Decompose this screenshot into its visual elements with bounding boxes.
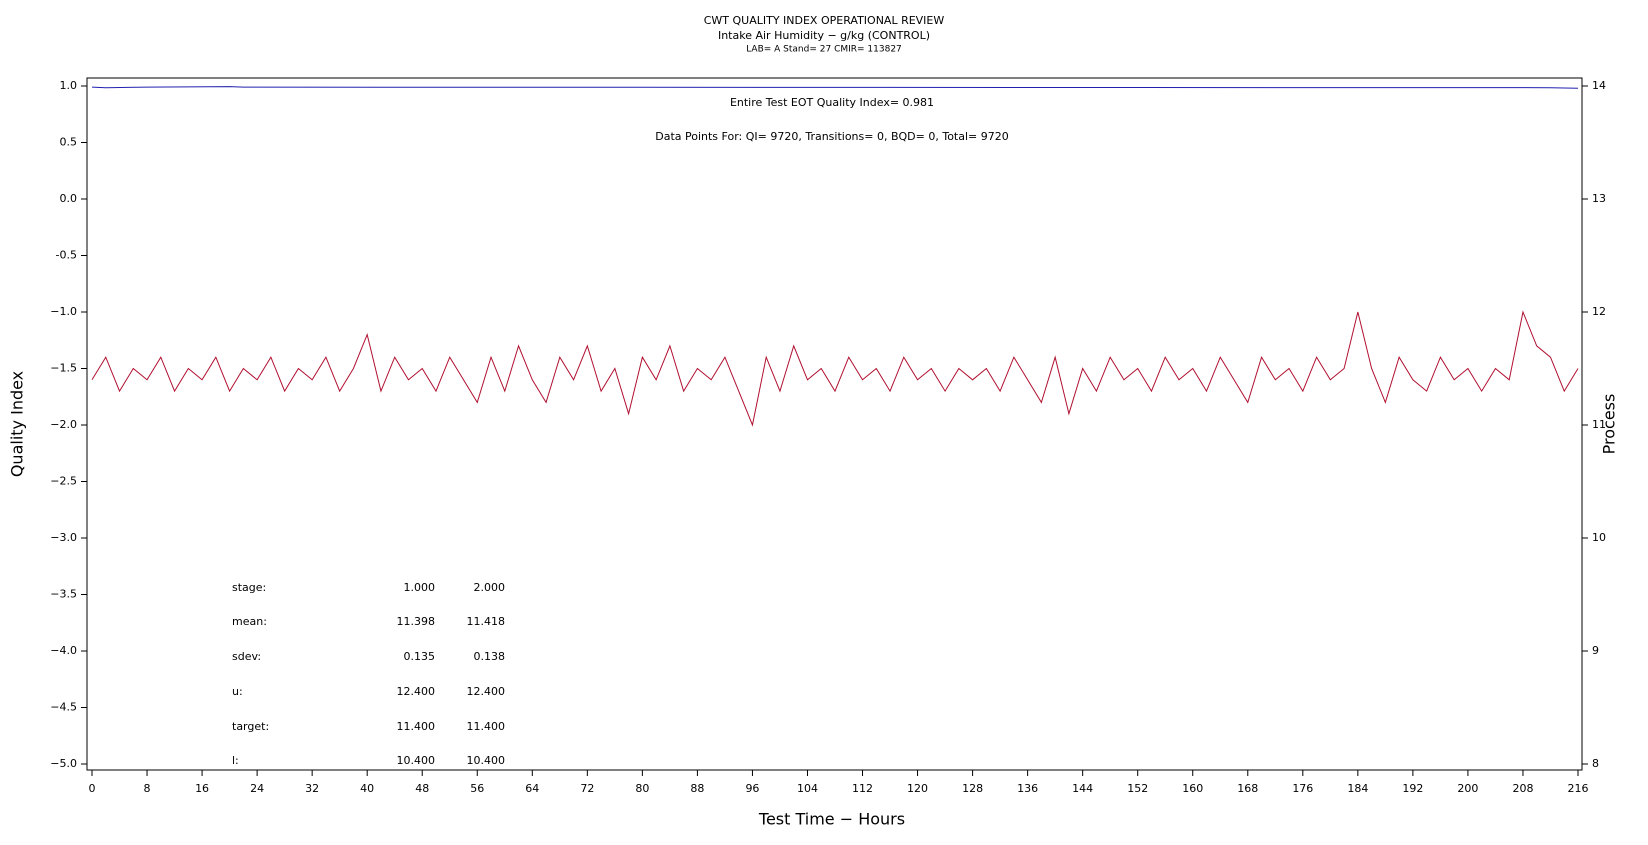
y-axis-label: Quality Index xyxy=(8,371,27,477)
series-line xyxy=(91,86,1579,89)
x-tick-label: 136 xyxy=(1017,782,1038,795)
x-tick-label: 64 xyxy=(525,782,539,795)
stats-label: mean: xyxy=(232,615,267,628)
stats-value: 11.400 xyxy=(467,720,506,733)
stats-value: 11.400 xyxy=(397,720,436,733)
y-tick-label: 0.5 xyxy=(60,136,78,149)
x-tick-label: 104 xyxy=(797,782,818,795)
y-tick-label: 0.0 xyxy=(60,192,78,205)
x-tick-label: 56 xyxy=(470,782,484,795)
y2-axis-label: Process xyxy=(1600,394,1619,455)
x-tick-label: 112 xyxy=(852,782,873,795)
x-axis-label: Test Time − Hours xyxy=(758,810,905,829)
x-tick-label: 200 xyxy=(1457,782,1478,795)
x-tick-label: 184 xyxy=(1347,782,1368,795)
stats-value: 12.400 xyxy=(467,685,506,698)
chart-subtitle: LAB= A Stand= 27 CMIR= 113827 xyxy=(746,45,902,55)
y2-tick-label: 11 xyxy=(1592,418,1606,431)
y-tick-label: −3.5 xyxy=(50,588,77,601)
x-tick-label: 0 xyxy=(89,782,96,795)
x-tick-label: 128 xyxy=(962,782,983,795)
y2-tick-label: 9 xyxy=(1592,644,1599,657)
y-tick-label: −3.0 xyxy=(50,531,77,544)
x-tick-label: 168 xyxy=(1237,782,1258,795)
y-tick-label: −4.5 xyxy=(50,701,77,714)
stats-label: stage: xyxy=(232,581,266,594)
stats-value: 12.400 xyxy=(397,685,436,698)
y2-tick-label: 14 xyxy=(1592,79,1606,92)
x-tick-label: 120 xyxy=(907,782,928,795)
y-tick-label: −2.5 xyxy=(50,475,77,488)
x-tick-label: 80 xyxy=(635,782,649,795)
y-tick-label: -0.5 xyxy=(56,249,77,262)
y-tick-label: −1.0 xyxy=(50,305,77,318)
stats-value: 0.135 xyxy=(404,650,436,663)
chart-title: CWT QUALITY INDEX OPERATIONAL REVIEW xyxy=(704,14,945,27)
x-tick-label: 152 xyxy=(1127,782,1148,795)
x-tick-label: 96 xyxy=(745,782,759,795)
x-tick-label: 208 xyxy=(1512,782,1533,795)
x-tick-label: 144 xyxy=(1072,782,1093,795)
stats-value: 10.400 xyxy=(467,754,506,767)
stats-value: 11.418 xyxy=(467,615,506,628)
series-line xyxy=(91,310,1579,427)
y-tick-label: −1.5 xyxy=(50,362,77,375)
stats-label: sdev: xyxy=(232,650,261,663)
y2-tick-label: 13 xyxy=(1592,192,1606,205)
x-tick-label: 48 xyxy=(415,782,429,795)
y2-tick-label: 10 xyxy=(1592,531,1606,544)
y-tick-label: −5.0 xyxy=(50,757,77,770)
stats-value: 1.000 xyxy=(404,581,436,594)
stats-value: 10.400 xyxy=(397,754,436,767)
x-tick-label: 24 xyxy=(250,782,264,795)
x-tick-label: 88 xyxy=(690,782,704,795)
stats-label: target: xyxy=(232,720,269,733)
annotation: Data Points For: QI= 9720, Transitions= … xyxy=(655,130,1009,143)
y-tick-label: −2.0 xyxy=(50,418,77,431)
x-tick-label: 32 xyxy=(305,782,319,795)
annotation: Entire Test EOT Quality Index= 0.981 xyxy=(730,96,934,109)
x-tick-label: 40 xyxy=(360,782,374,795)
stats-label: u: xyxy=(232,685,243,698)
y2-tick-label: 8 xyxy=(1592,757,1599,770)
stats-value: 2.000 xyxy=(474,581,506,594)
plot-frame xyxy=(86,77,1583,771)
stats-label: l: xyxy=(232,754,239,767)
x-tick-label: 160 xyxy=(1182,782,1203,795)
y-tick-label: −4.0 xyxy=(50,644,77,657)
chart-subtitle: Intake Air Humidity − g/kg (CONTROL) xyxy=(718,29,930,42)
x-tick-label: 72 xyxy=(580,782,594,795)
x-tick-label: 216 xyxy=(1568,782,1589,795)
x-tick-label: 176 xyxy=(1292,782,1313,795)
y-tick-label: 1.0 xyxy=(60,79,78,92)
stats-value: 11.398 xyxy=(397,615,436,628)
x-tick-label: 8 xyxy=(144,782,151,795)
x-tick-label: 192 xyxy=(1402,782,1423,795)
x-tick-label: 16 xyxy=(195,782,209,795)
y2-tick-label: 12 xyxy=(1592,305,1606,318)
stats-value: 0.138 xyxy=(474,650,506,663)
